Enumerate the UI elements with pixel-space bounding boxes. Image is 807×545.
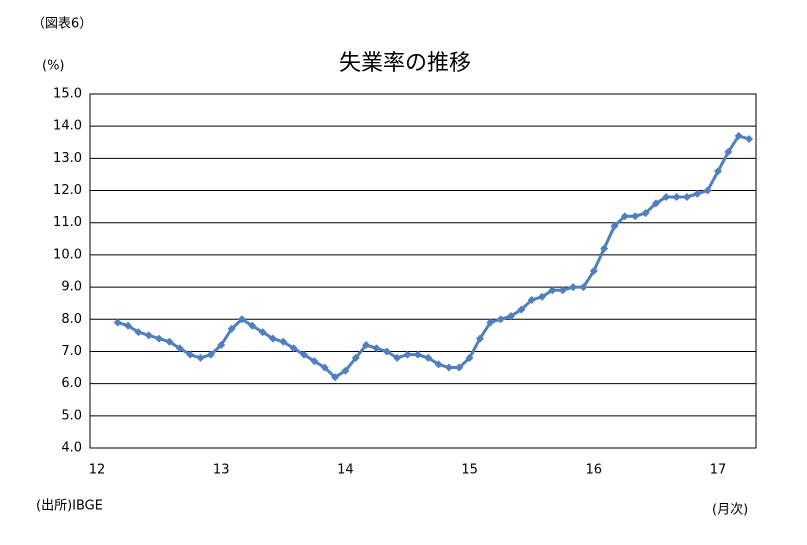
marker: [641, 209, 650, 218]
source: (出所)IBGE: [36, 499, 103, 514]
marker: [351, 353, 360, 362]
marker: [196, 353, 205, 362]
y-tick-label: 6.0: [61, 376, 82, 391]
marker: [662, 192, 671, 201]
marker: [620, 212, 629, 221]
marker: [289, 344, 298, 353]
marker: [268, 334, 277, 343]
marker: [548, 286, 557, 295]
y-tick-label: 11.0: [53, 215, 82, 230]
marker: [538, 292, 547, 301]
y-tick-label: 15.0: [53, 87, 82, 102]
marker: [227, 324, 236, 333]
plot-frame: [89, 93, 757, 449]
marker: [672, 192, 681, 201]
y-tick-label: 13.0: [53, 151, 82, 166]
marker: [600, 244, 609, 253]
y-tick-label: 14.0: [53, 119, 82, 134]
y-tick-label: 7.0: [61, 344, 82, 359]
marker: [217, 341, 226, 350]
marker: [455, 363, 464, 372]
x-tick-label: 12: [89, 463, 106, 478]
marker: [486, 318, 495, 327]
marker: [113, 318, 122, 327]
marker: [310, 357, 319, 366]
marker: [382, 347, 391, 356]
x-tick-label: 13: [213, 463, 230, 478]
marker: [300, 350, 308, 359]
marker: [155, 334, 164, 343]
marker: [682, 192, 691, 201]
x-unit: (月次): [712, 502, 748, 518]
marker: [527, 295, 536, 304]
x-tick-label: 17: [710, 463, 727, 478]
y-unit: (%): [42, 59, 65, 74]
marker: [610, 221, 619, 230]
marker: [279, 337, 288, 346]
marker: [258, 328, 267, 337]
marker: [475, 334, 484, 343]
marker: [579, 283, 588, 292]
marker: [362, 341, 371, 350]
y-tick-label: 9.0: [61, 280, 82, 295]
x-tick-label: 14: [337, 463, 354, 478]
marker: [724, 147, 733, 156]
marker: [403, 350, 412, 359]
y-tick-label: 10.0: [53, 247, 82, 262]
marker: [186, 350, 195, 359]
marker: [703, 186, 712, 195]
y-tick-label: 12.0: [53, 183, 82, 198]
marker: [465, 353, 474, 362]
marker: [175, 344, 184, 353]
marker: [558, 286, 567, 295]
marker: [745, 135, 754, 144]
marker: [413, 350, 422, 359]
marker: [341, 366, 350, 375]
marker: [393, 353, 402, 362]
marker: [651, 199, 660, 208]
marker: [714, 167, 722, 176]
marker: [631, 212, 640, 221]
marker: [424, 353, 433, 362]
series-line: [117, 134, 750, 380]
marker: [144, 331, 153, 340]
marker: [434, 360, 443, 369]
marker: [507, 312, 515, 321]
marker: [248, 321, 257, 330]
y-tick-label: 8.0: [61, 312, 82, 327]
marker: [320, 363, 329, 372]
x-tick-label: 15: [461, 463, 478, 478]
marker: [444, 363, 453, 372]
marker: [237, 315, 246, 324]
marker: [206, 350, 215, 359]
marker: [331, 373, 340, 382]
y-tick-label: 4.0: [61, 441, 82, 456]
marker: [569, 283, 578, 292]
marker: [124, 321, 133, 330]
marker: [589, 267, 598, 275]
marker: [496, 315, 505, 324]
figure-label: （図表6）: [32, 17, 92, 32]
marker: [517, 305, 526, 314]
marker: [734, 131, 743, 140]
y-tick-label: 5.0: [61, 408, 82, 423]
chart-title: 失業率の推移: [339, 51, 471, 76]
marker: [165, 337, 174, 346]
marker: [693, 189, 702, 198]
marker: [372, 344, 381, 353]
x-tick-label: 16: [586, 463, 603, 478]
marker: [134, 328, 143, 337]
